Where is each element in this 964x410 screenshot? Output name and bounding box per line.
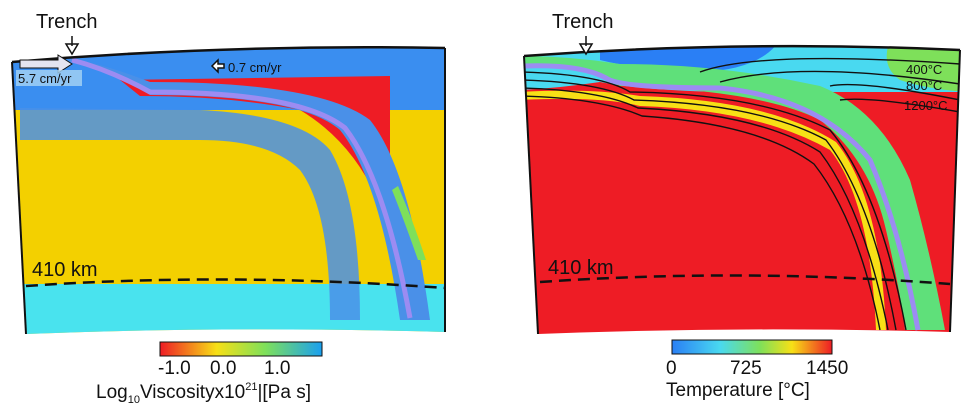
green-streak (392, 186, 426, 260)
temperature-tick-3: 1450 (806, 358, 848, 379)
isotherm-label-3: 1200°C (904, 98, 948, 113)
viscosity-tick-3: 1.0 (264, 358, 290, 379)
trench-arrow-icon (64, 36, 80, 56)
viscosity-tick-1: -1.0 (158, 358, 191, 379)
left-boundary (523, 55, 539, 335)
viscosity-tick-2: 0.0 (210, 358, 236, 379)
right-velocity-arrow-icon (210, 58, 225, 74)
slab-surface-line (71, 57, 413, 319)
left-velocity-arrow-icon (19, 54, 73, 74)
temperature-field (524, 46, 960, 335)
viscosity-colorbar-label: Log10Viscosityx1021|[Pa s] (96, 381, 311, 406)
viscosity-field (12, 47, 445, 334)
depth-label: 410 km (548, 257, 614, 279)
viscosity-panel: Trench 5.7 cm/yr 0.7 cm/yr 410 km -1.0 0… (11, 11, 446, 406)
top-boundary (11, 46, 446, 64)
left-velocity-bg (16, 70, 82, 86)
isotherm-lines (524, 57, 960, 331)
right-velocity-label: 0.7 cm/yr (228, 60, 282, 75)
temperature-colorbar (671, 339, 833, 355)
viscosity-colorbar (159, 341, 323, 357)
trench-label: Trench (552, 11, 614, 33)
trench-arrow-icon (578, 36, 594, 56)
temperature-panel: Trench 400°C 800°C 1200°C 410 km 0 725 1… (523, 11, 961, 401)
slab-lower-band (20, 108, 360, 320)
trench-label: Trench (36, 11, 98, 33)
depth-label: 410 km (32, 259, 98, 281)
cold-slab-region (524, 56, 945, 330)
slab-surface-line (524, 63, 921, 331)
lower-mantle-cyan-layer (12, 284, 445, 334)
isotherm-label-1: 400°C (906, 62, 942, 77)
right-boundary (949, 49, 961, 333)
temperature-tick-2: 725 (730, 358, 762, 379)
isotherm-label-2: 800°C (906, 78, 942, 93)
right-green-region (886, 46, 960, 92)
temperature-colorbar-label: Temperature [°C] (666, 380, 810, 401)
temperature-tick-1: 0 (666, 358, 677, 379)
top-boundary (523, 44, 961, 58)
left-boundary (11, 61, 27, 335)
left-velocity-label: 5.7 cm/yr (18, 71, 72, 86)
